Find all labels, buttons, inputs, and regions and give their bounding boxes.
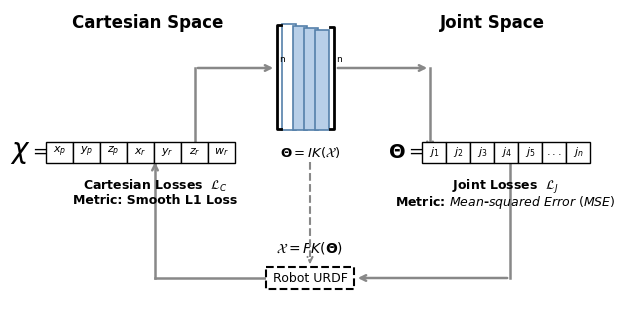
Bar bbox=[127, 142, 154, 162]
Bar bbox=[181, 142, 208, 162]
Text: $x_p$: $x_p$ bbox=[52, 145, 66, 159]
Text: $j_n$: $j_n$ bbox=[573, 145, 584, 159]
Text: =: = bbox=[408, 143, 423, 161]
Bar bbox=[282, 24, 296, 130]
Text: n: n bbox=[279, 55, 285, 64]
Text: $j_1$: $j_1$ bbox=[429, 145, 439, 159]
Bar bbox=[494, 142, 518, 162]
Text: $\mathcal{X} = FK(\boldsymbol{\Theta})$: $\mathcal{X} = FK(\boldsymbol{\Theta})$ bbox=[276, 240, 344, 256]
Bar bbox=[518, 142, 542, 162]
Text: Joint Losses  $\mathcal{L}_J$: Joint Losses $\mathcal{L}_J$ bbox=[452, 178, 558, 196]
Text: $\boldsymbol{\Theta}$: $\boldsymbol{\Theta}$ bbox=[388, 142, 406, 162]
Text: $j_5$: $j_5$ bbox=[525, 145, 535, 159]
Bar bbox=[470, 142, 494, 162]
Text: $j_3$: $j_3$ bbox=[477, 145, 487, 159]
Text: $j_4$: $j_4$ bbox=[500, 145, 511, 159]
Text: Metric: $\mathit{Mean}$-$\mathit{squared\ Error\ (MSE)}$: Metric: $\mathit{Mean}$-$\mathit{squared… bbox=[395, 194, 615, 211]
Text: $\chi$: $\chi$ bbox=[10, 139, 31, 165]
Bar bbox=[46, 142, 73, 162]
Text: $...$: $...$ bbox=[546, 147, 562, 157]
Text: n: n bbox=[336, 55, 342, 64]
Bar bbox=[266, 267, 354, 289]
Text: Joint Space: Joint Space bbox=[440, 14, 545, 32]
Bar bbox=[293, 26, 307, 130]
Text: $x_r$: $x_r$ bbox=[134, 146, 147, 158]
Text: Cartesian Losses  $\mathcal{L}_C$: Cartesian Losses $\mathcal{L}_C$ bbox=[83, 178, 227, 194]
Bar bbox=[542, 142, 566, 162]
Bar bbox=[315, 30, 329, 130]
Text: $j_2$: $j_2$ bbox=[452, 145, 463, 159]
Text: $w_r$: $w_r$ bbox=[214, 146, 229, 158]
Bar bbox=[208, 142, 235, 162]
Bar bbox=[446, 142, 470, 162]
Text: $\boldsymbol{\Theta} = IK(\mathcal{X})$: $\boldsymbol{\Theta} = IK(\mathcal{X})$ bbox=[280, 144, 340, 160]
Text: $z_r$: $z_r$ bbox=[189, 146, 200, 158]
Text: Metric: Smooth L1 Loss: Metric: Smooth L1 Loss bbox=[73, 194, 237, 207]
Text: $y_p$: $y_p$ bbox=[80, 145, 93, 159]
Bar bbox=[100, 142, 127, 162]
Bar bbox=[73, 142, 100, 162]
Bar bbox=[422, 142, 446, 162]
Bar bbox=[154, 142, 181, 162]
Text: Robot URDF: Robot URDF bbox=[273, 272, 348, 285]
Bar bbox=[566, 142, 590, 162]
Text: $y_r$: $y_r$ bbox=[161, 146, 173, 158]
Bar bbox=[304, 28, 318, 130]
Text: Cartesian Space: Cartesian Space bbox=[72, 14, 224, 32]
Text: $z_p$: $z_p$ bbox=[108, 145, 120, 159]
Text: =: = bbox=[32, 143, 47, 161]
